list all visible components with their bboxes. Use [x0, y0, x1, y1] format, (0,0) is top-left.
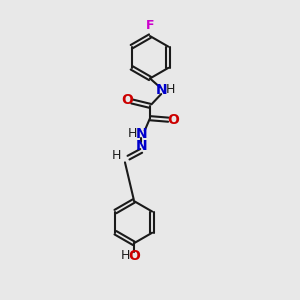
Text: H: H [112, 149, 122, 162]
Text: O: O [121, 93, 133, 107]
Text: O: O [128, 249, 140, 263]
Text: H: H [128, 127, 138, 140]
Text: N: N [155, 82, 167, 97]
Text: F: F [146, 19, 154, 32]
Text: H: H [165, 83, 175, 96]
Text: N: N [135, 127, 147, 140]
Text: O: O [167, 113, 179, 127]
Text: N: N [135, 140, 147, 154]
Text: H: H [121, 249, 130, 262]
